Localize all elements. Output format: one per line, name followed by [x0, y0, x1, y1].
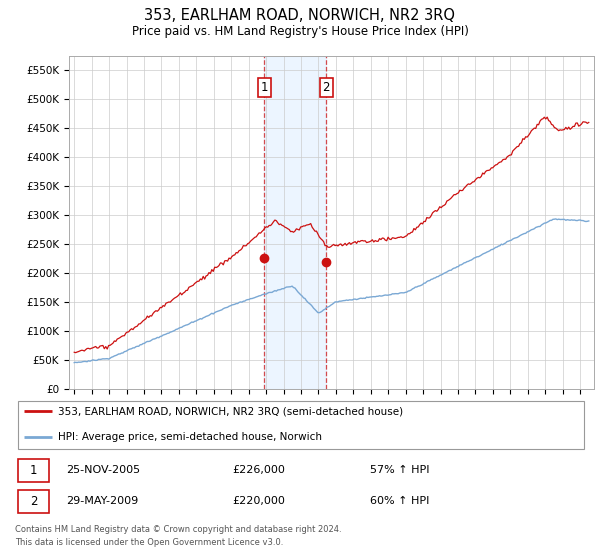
Text: 2: 2: [30, 494, 37, 508]
FancyBboxPatch shape: [18, 402, 584, 449]
FancyBboxPatch shape: [18, 459, 49, 482]
Text: 353, EARLHAM ROAD, NORWICH, NR2 3RQ: 353, EARLHAM ROAD, NORWICH, NR2 3RQ: [145, 8, 455, 24]
Text: Price paid vs. HM Land Registry's House Price Index (HPI): Price paid vs. HM Land Registry's House …: [131, 25, 469, 38]
Text: 29-MAY-2009: 29-MAY-2009: [67, 496, 139, 506]
Text: 25-NOV-2005: 25-NOV-2005: [67, 465, 140, 475]
Text: 60% ↑ HPI: 60% ↑ HPI: [370, 496, 430, 506]
Text: 57% ↑ HPI: 57% ↑ HPI: [370, 465, 430, 475]
Bar: [265, 56, 326, 389]
Text: 353, EARLHAM ROAD, NORWICH, NR2 3RQ (semi-detached house): 353, EARLHAM ROAD, NORWICH, NR2 3RQ (sem…: [58, 406, 403, 416]
Text: £220,000: £220,000: [233, 496, 286, 506]
Text: 2: 2: [323, 81, 330, 94]
FancyBboxPatch shape: [18, 489, 49, 513]
Text: This data is licensed under the Open Government Licence v3.0.: This data is licensed under the Open Gov…: [15, 538, 283, 547]
Text: 1: 1: [260, 81, 268, 94]
Text: HPI: Average price, semi-detached house, Norwich: HPI: Average price, semi-detached house,…: [58, 432, 322, 442]
Text: 1: 1: [30, 464, 37, 477]
Text: £226,000: £226,000: [233, 465, 286, 475]
Text: Contains HM Land Registry data © Crown copyright and database right 2024.: Contains HM Land Registry data © Crown c…: [15, 525, 341, 534]
